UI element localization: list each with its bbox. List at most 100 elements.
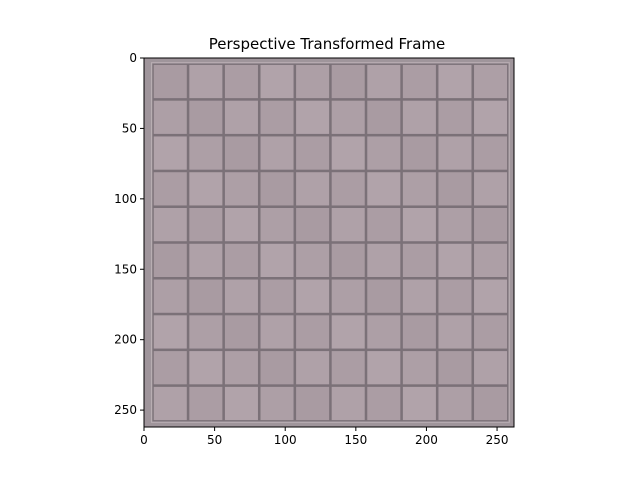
tile — [331, 172, 365, 206]
tile — [189, 243, 223, 278]
y-tick-label: 100 — [114, 192, 137, 206]
x-tick-label: 200 — [415, 433, 438, 447]
tile — [331, 279, 365, 313]
tile — [224, 64, 258, 99]
tile — [260, 279, 294, 313]
board-edge — [150, 62, 510, 423]
tile — [153, 351, 187, 385]
tile — [153, 279, 187, 313]
tile — [260, 100, 294, 134]
y-tick-label: 250 — [114, 403, 137, 417]
tile — [367, 172, 401, 206]
tile — [296, 100, 330, 134]
tile — [224, 351, 258, 385]
tile — [189, 136, 223, 170]
tile — [438, 64, 472, 99]
tile — [224, 315, 258, 349]
tile — [438, 351, 472, 385]
tile — [402, 207, 436, 242]
tile — [331, 136, 365, 170]
tile — [153, 136, 187, 170]
tile — [296, 351, 330, 385]
tile — [224, 100, 258, 134]
tile — [402, 279, 436, 313]
y-axis: 0 50 100 150 200 250 — [114, 51, 144, 417]
tile — [438, 100, 472, 134]
x-tick-label: 0 — [140, 433, 148, 447]
tile — [402, 136, 436, 170]
tile — [153, 315, 187, 349]
tile — [189, 100, 223, 134]
tile — [153, 386, 187, 421]
tile — [367, 207, 401, 242]
tile — [438, 279, 472, 313]
tile — [189, 386, 223, 421]
tile — [474, 351, 508, 385]
tile — [367, 279, 401, 313]
tile — [438, 207, 472, 242]
tile — [474, 207, 508, 242]
axes-frame — [143, 57, 515, 428]
x-tick-label: 100 — [274, 433, 297, 447]
tile — [296, 136, 330, 170]
tile — [224, 136, 258, 170]
tile — [367, 64, 401, 99]
tile — [224, 172, 258, 206]
figure-title: Perspective Transformed Frame — [209, 35, 446, 53]
tile — [402, 100, 436, 134]
tile — [367, 243, 401, 278]
tile — [367, 136, 401, 170]
x-tick-label: 250 — [486, 433, 509, 447]
tile — [367, 315, 401, 349]
tile — [331, 207, 365, 242]
x-axis: 0 50 100 150 200 250 — [140, 427, 509, 447]
tile — [260, 136, 294, 170]
tile — [474, 100, 508, 134]
tile — [296, 315, 330, 349]
tile — [474, 64, 508, 99]
tile — [153, 172, 187, 206]
y-tick-label: 200 — [114, 333, 137, 347]
tile — [296, 64, 330, 99]
tile — [153, 64, 187, 99]
tile — [331, 243, 365, 278]
tile — [367, 100, 401, 134]
tile — [438, 172, 472, 206]
tile — [402, 243, 436, 278]
x-tick-label: 50 — [207, 433, 222, 447]
tile — [189, 172, 223, 206]
tile — [296, 172, 330, 206]
tile — [224, 243, 258, 278]
tile — [189, 315, 223, 349]
transformed-image — [144, 58, 514, 427]
tile — [474, 243, 508, 278]
tile — [331, 315, 365, 349]
tile — [224, 386, 258, 421]
tile — [402, 172, 436, 206]
tile — [189, 279, 223, 313]
tile — [296, 207, 330, 242]
tile — [296, 279, 330, 313]
tile — [474, 315, 508, 349]
tile — [438, 243, 472, 278]
y-tick-label: 0 — [129, 51, 137, 65]
tile — [331, 386, 365, 421]
y-tick-label: 50 — [122, 121, 137, 135]
tile — [296, 386, 330, 421]
tile — [260, 207, 294, 242]
x-tick-label: 150 — [344, 433, 367, 447]
tile — [153, 243, 187, 278]
tile — [189, 351, 223, 385]
y-tick-label: 150 — [114, 262, 137, 276]
tile — [438, 136, 472, 170]
tile — [331, 100, 365, 134]
tile — [224, 207, 258, 242]
tile — [474, 172, 508, 206]
tile — [474, 136, 508, 170]
tile — [260, 386, 294, 421]
tile — [189, 207, 223, 242]
tile — [402, 386, 436, 421]
tile — [474, 279, 508, 313]
